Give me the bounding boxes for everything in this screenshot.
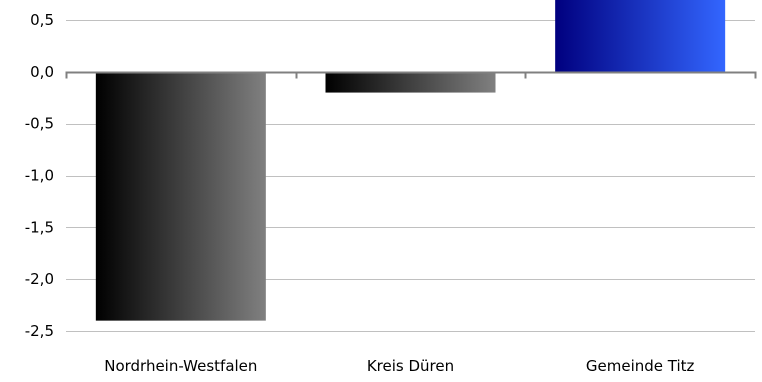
y-tick-label: -1,5 — [25, 218, 54, 236]
x-category-label: Nordrhein-Westfalen — [104, 357, 257, 375]
y-tick-label: 0,5 — [30, 11, 54, 29]
x-axis-category-labels: Nordrhein-Westfalen Kreis Düren Gemeinde T… — [104, 357, 694, 375]
y-axis-tick-labels: 0,5 0,0 -0,5 -1,0 -1,5 -2,0 -2,5 — [25, 11, 54, 340]
y-tick-label: -2,0 — [25, 270, 54, 288]
y-tick-label: -1,0 — [25, 167, 54, 185]
y-tick-label: 0,0 — [30, 63, 54, 81]
bar — [325, 71, 496, 93]
bars — [95, 0, 726, 321]
y-tick-label: -0,5 — [25, 115, 54, 133]
x-category-label: Kreis Düren — [367, 357, 454, 375]
x-category-label: Gemeinde Titz — [586, 357, 695, 375]
bar — [555, 0, 726, 72]
y-tick-label: -2,5 — [25, 322, 54, 340]
zero-axis — [65, 71, 757, 79]
bar — [95, 71, 266, 321]
